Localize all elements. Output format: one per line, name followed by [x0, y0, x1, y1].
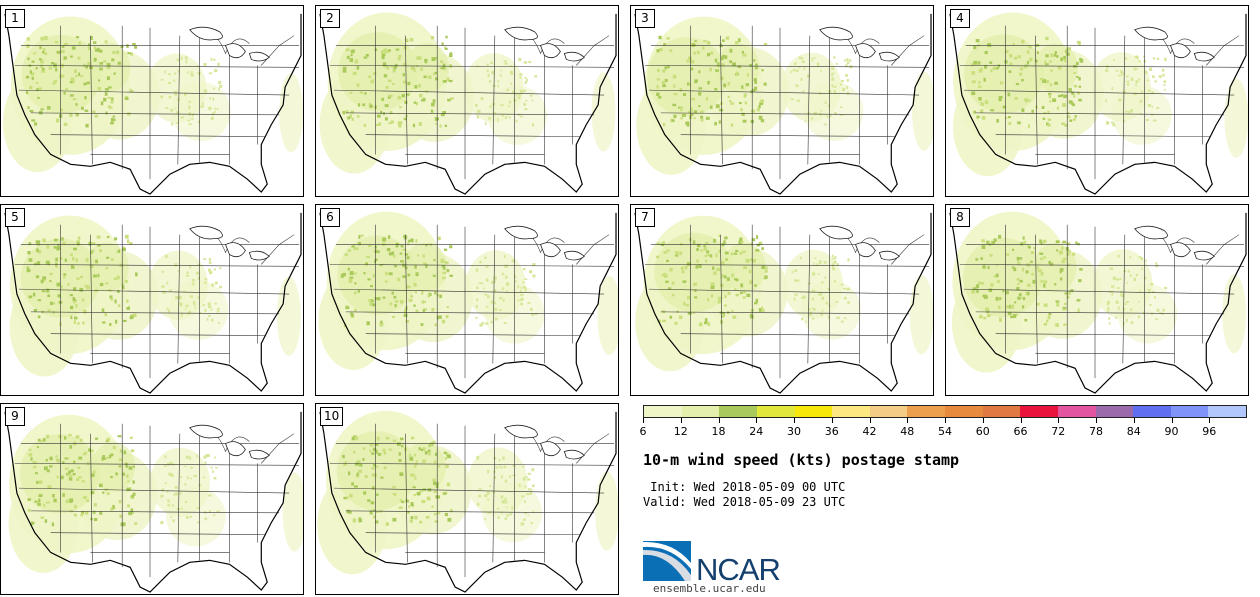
scale-tick — [869, 418, 871, 423]
scale-tick-label: 54 — [938, 425, 952, 438]
scale-tick-label: 42 — [862, 425, 877, 438]
ncar-logo: NCAR — [643, 541, 781, 583]
scale-tick — [1020, 418, 1022, 423]
member-stamp-2: 2 — [315, 5, 619, 197]
member-stamp-4: 4 — [945, 5, 1249, 197]
scale-tick-label: 12 — [673, 425, 688, 438]
scale-tick — [907, 418, 909, 423]
scale-tick — [945, 418, 946, 423]
member-label: 2 — [320, 9, 340, 28]
conus-map — [318, 211, 618, 394]
scale-tick — [1058, 418, 1060, 423]
member-stamp-3: 3 — [630, 5, 934, 197]
scale-tick — [831, 418, 833, 423]
conus-map — [949, 12, 1248, 195]
member-label: 7 — [635, 208, 655, 227]
scale-tick-label: 72 — [1051, 425, 1066, 438]
color-swatch — [832, 406, 870, 417]
scale-tick — [1096, 418, 1097, 423]
color-swatch — [644, 406, 682, 417]
conus-map — [2, 13, 303, 195]
init-time: Init: Wed 2018-05-09 00 UTC — [643, 480, 846, 494]
color-swatch — [1057, 406, 1096, 417]
member-label: 10 — [320, 407, 344, 426]
conus-map — [634, 212, 933, 394]
plot-title: 10-m wind speed (kts) postage stamp — [643, 451, 960, 469]
color-swatch — [794, 406, 833, 417]
member-label: 6 — [320, 208, 340, 227]
logo-text: NCAR — [696, 552, 780, 583]
member-stamp-10: 10 — [315, 403, 619, 595]
color-swatch — [1208, 406, 1246, 417]
scale-tick — [982, 418, 984, 423]
scale-tick-label: 90 — [1164, 425, 1179, 438]
conus-map — [949, 211, 1247, 394]
scale-tick-label: 60 — [975, 425, 990, 438]
member-label: 9 — [5, 407, 25, 426]
scale-tick — [643, 418, 644, 423]
member-label: 1 — [5, 9, 25, 28]
member-stamp-7: 7 — [630, 204, 934, 396]
scale-tick-label: 84 — [1126, 425, 1141, 438]
scale-tick-label: 30 — [787, 425, 801, 438]
member-label: 5 — [5, 208, 25, 227]
color-swatch — [681, 406, 720, 417]
valid-time: Valid: Wed 2018-05-09 23 UTC — [643, 495, 846, 509]
color-swatch — [1020, 406, 1058, 417]
member-label: 8 — [950, 208, 970, 227]
scale-tick-label: 96 — [1202, 425, 1217, 438]
color-swatch — [869, 406, 908, 417]
scale-tick — [756, 418, 758, 423]
color-swatch — [756, 406, 795, 417]
member-label: 4 — [950, 9, 970, 28]
color-swatch — [719, 406, 757, 417]
color-swatch — [1095, 406, 1134, 417]
color-swatch — [907, 406, 945, 417]
color-scale-bar — [643, 405, 1247, 418]
scale-tick-label: 6 — [639, 425, 647, 438]
scale-tick-label: 66 — [1013, 425, 1028, 438]
scale-tick-label: 48 — [900, 425, 915, 438]
site-url: ensemble.ucar.edu — [653, 582, 766, 595]
conus-map — [4, 411, 303, 593]
member-stamp-5: 5 — [0, 204, 304, 396]
scale-tick — [718, 418, 720, 423]
member-label: 3 — [635, 9, 655, 28]
logo-swoosh — [643, 541, 691, 569]
member-stamp-9: 9 — [0, 403, 304, 595]
scale-tick — [794, 418, 795, 423]
conus-map — [319, 12, 617, 195]
color-scale-ticks — [643, 418, 1247, 424]
scale-tick — [1209, 418, 1211, 423]
scale-tick-label: 24 — [749, 425, 764, 438]
scale-tick-label: 78 — [1089, 425, 1103, 438]
scale-tick — [680, 418, 682, 423]
conus-map — [634, 13, 933, 195]
scale-tick — [1133, 418, 1135, 423]
conus-map — [317, 410, 618, 593]
color-swatch — [1170, 406, 1209, 417]
member-stamp-8: 8 — [945, 204, 1249, 396]
color-scale-labels: 6 12 18 24 30 36 42 48 54 60 66 72 78 84 90 96 — [639, 425, 1247, 439]
color-swatch — [1133, 406, 1171, 417]
color-swatch — [945, 406, 983, 417]
member-stamp-1: 1 — [0, 5, 304, 197]
scale-tick-label: 18 — [711, 425, 726, 438]
scale-tick-label: 36 — [824, 425, 839, 438]
member-stamp-6: 6 — [315, 204, 619, 396]
color-swatch — [982, 406, 1021, 417]
scale-tick — [1171, 418, 1173, 423]
conus-map — [4, 212, 302, 394]
